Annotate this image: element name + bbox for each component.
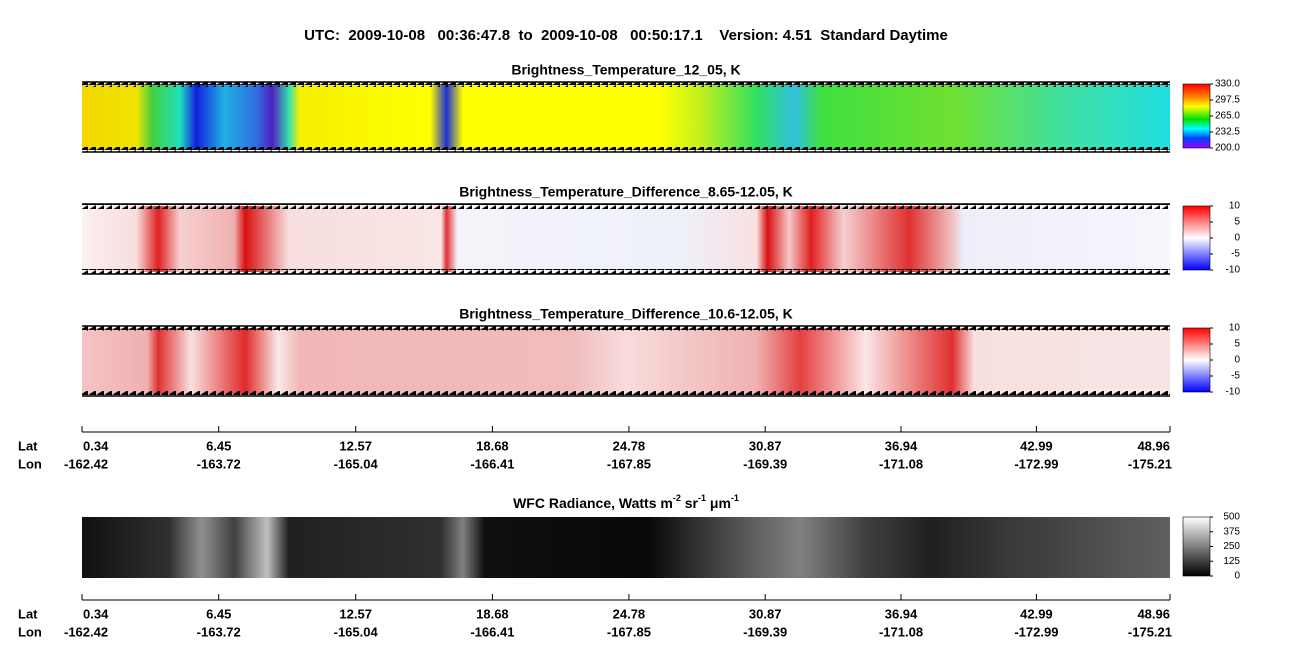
colorbar-tick-label: 10 [1229,323,1241,334]
colorbar-tick-label: 0 [1234,233,1240,244]
colorbar-tick-label: 5 [1234,339,1240,350]
title-segment: -2 [673,493,681,503]
lon-tick-label: -167.85 [607,456,651,471]
image-strip [82,517,1170,578]
lon-tick-label: -165.04 [334,456,379,471]
orbit-border [82,391,1170,396]
panel-title: Brightness_Temperature_12_05, K [511,62,740,78]
lat-tick-label: 0.34 [83,438,109,453]
image-strip [82,206,1170,272]
lon-tick-label: -163.72 [197,456,241,471]
lat-tick-label: 48.96 [1137,438,1170,453]
lon-tick-label: -167.85 [607,624,651,639]
colorbar-tick-label: 375 [1223,526,1240,537]
orbit-border [82,204,1170,209]
colorbar-tick-label: -5 [1231,249,1240,260]
lat-tick-label: 36.94 [885,606,918,621]
title-segment: sr [681,495,699,511]
lon-tick-label: -171.08 [879,624,923,639]
lon-tick-label: -166.41 [470,624,514,639]
colorbar [1182,205,1211,271]
colorbar-tick-label: 5 [1234,217,1240,228]
orbit-border [82,82,1170,87]
colorbar-tick-label: -10 [1226,387,1241,398]
lat-tick-label: 24.78 [613,438,646,453]
title-segment: -1 [698,493,706,503]
colorbar-tick-label: 232.5 [1215,127,1240,138]
colorbar-tick-label: 500 [1223,512,1240,523]
orbit-border [82,326,1170,331]
lat-tick-label: 42.99 [1020,606,1053,621]
page-title: UTC: 2009-10-08 00:36:47.8 to 2009-10-08… [304,27,948,44]
lon-tick-label: -172.99 [1014,456,1058,471]
lat-label: Lat [18,438,38,453]
lon-tick-label: -172.99 [1014,624,1058,639]
lat-tick-label: 18.68 [476,606,509,621]
lat-tick-label: 6.45 [206,606,231,621]
lat-tick-label: 48.96 [1137,606,1170,621]
colorbar-tick-label: 125 [1223,556,1240,567]
lat-tick-label: 24.78 [613,606,646,621]
lat-tick-label: 0.34 [83,606,109,621]
colorbar-tick-label: 0 [1234,355,1240,366]
orbit-border [82,269,1170,274]
colorbar-tick-label: -5 [1231,371,1240,382]
colorbar [1182,516,1211,577]
lon-tick-label: -175.21 [1128,624,1172,639]
colorbar-tick-label: 10 [1229,201,1241,212]
colorbar-tick-label: 250 [1223,541,1240,552]
lat-tick-label: 18.68 [476,438,509,453]
lat-label: Lat [18,606,38,621]
lon-label: Lon [18,624,42,639]
image-strip [82,328,1170,394]
lat-tick-label: 42.99 [1020,438,1053,453]
lon-tick-label: -171.08 [879,456,923,471]
title-segment: μm [706,495,731,511]
colorbar-tick-label: 297.5 [1215,95,1240,106]
lon-tick-label: -166.41 [470,456,514,471]
lon-tick-label: -165.04 [334,624,379,639]
lat-tick-label: 12.57 [339,606,372,621]
lat-tick-label: 6.45 [206,438,231,453]
lon-tick-label: -163.72 [197,624,241,639]
lon-tick-label: -162.42 [64,456,108,471]
colorbar-tick-label: -10 [1226,265,1241,276]
lon-tick-label: -175.21 [1128,456,1172,471]
lat-tick-label: 12.57 [339,438,372,453]
lon-label: Lon [18,456,42,471]
colorbar-tick-label: 265.0 [1215,111,1240,122]
panel-title: WFC Radiance, Watts m-2 sr-1 μm-1 [513,493,739,510]
lat-tick-label: 30.87 [749,438,782,453]
lon-tick-label: -169.39 [743,624,787,639]
lon-tick-label: -162.42 [64,624,108,639]
colorbar-tick-label: 200.0 [1215,143,1240,154]
colorbar-tick-label: 330.0 [1215,79,1240,90]
title-segment: WFC Radiance, Watts m [513,495,673,511]
colorbar [1182,327,1211,393]
lon-tick-label: -169.39 [743,456,787,471]
lat-tick-label: 36.94 [885,438,918,453]
title-segment: -1 [731,493,739,503]
image-strip [82,84,1170,150]
colorbar [1182,83,1211,149]
panel-title: Brightness_Temperature_Difference_8.65-1… [459,184,793,200]
lat-tick-label: 30.87 [749,606,782,621]
orbit-border [82,147,1170,152]
panel-title: Brightness_Temperature_Difference_10.6-1… [459,306,793,322]
colorbar-tick-label: 0 [1234,571,1240,582]
